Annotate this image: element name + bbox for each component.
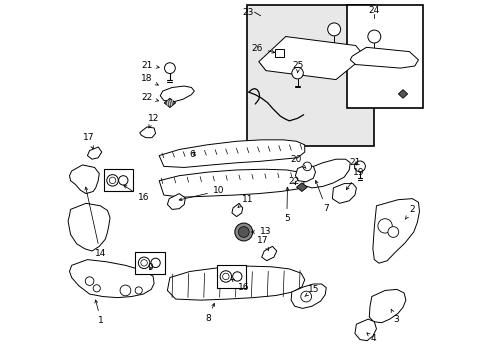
Polygon shape (231, 203, 242, 217)
Circle shape (377, 219, 391, 233)
Circle shape (387, 226, 398, 237)
Polygon shape (261, 246, 276, 261)
Text: 7: 7 (315, 180, 328, 213)
Circle shape (135, 287, 142, 294)
Text: 14: 14 (85, 187, 106, 258)
Text: 1: 1 (95, 300, 104, 325)
Polygon shape (354, 319, 376, 341)
Circle shape (291, 67, 303, 79)
Text: 6: 6 (189, 150, 195, 159)
Bar (247, 5, 373, 146)
Polygon shape (167, 266, 304, 300)
Text: 26: 26 (251, 44, 274, 53)
Text: 18: 18 (141, 75, 158, 85)
Polygon shape (303, 159, 349, 188)
Text: 20: 20 (290, 155, 305, 168)
Text: 25: 25 (292, 61, 304, 73)
Polygon shape (69, 260, 154, 298)
Bar (135, 252, 164, 274)
Text: 21: 21 (141, 61, 159, 70)
Polygon shape (332, 184, 356, 203)
Polygon shape (160, 86, 194, 102)
Polygon shape (140, 127, 155, 138)
Polygon shape (295, 165, 315, 182)
Circle shape (232, 272, 242, 281)
Text: 15: 15 (304, 285, 319, 297)
Circle shape (234, 223, 252, 241)
Circle shape (220, 271, 231, 282)
Polygon shape (372, 199, 419, 263)
Text: 8: 8 (204, 303, 214, 323)
Circle shape (222, 273, 228, 280)
Circle shape (327, 23, 340, 36)
Text: 24: 24 (368, 6, 379, 15)
Polygon shape (68, 203, 110, 251)
Circle shape (354, 161, 365, 172)
Polygon shape (167, 194, 185, 210)
Text: 22: 22 (288, 177, 299, 186)
Polygon shape (290, 284, 325, 309)
Bar (346, 5, 422, 108)
Polygon shape (159, 140, 304, 167)
Text: 9: 9 (147, 264, 153, 273)
Circle shape (119, 176, 128, 185)
Bar (104, 169, 133, 192)
Text: 2: 2 (405, 205, 414, 219)
Circle shape (151, 258, 160, 267)
Polygon shape (398, 90, 407, 98)
Circle shape (367, 30, 380, 43)
Polygon shape (69, 165, 99, 194)
Polygon shape (159, 169, 305, 197)
Bar (274, 49, 283, 57)
Circle shape (300, 291, 311, 302)
Text: 17: 17 (257, 237, 268, 251)
Circle shape (109, 177, 116, 184)
Text: 3: 3 (390, 309, 398, 324)
Polygon shape (164, 98, 175, 108)
Circle shape (120, 285, 131, 296)
Text: 11: 11 (238, 195, 253, 207)
Circle shape (303, 162, 311, 171)
Circle shape (106, 175, 118, 186)
Polygon shape (296, 183, 306, 192)
Text: 10: 10 (179, 186, 224, 201)
Circle shape (164, 63, 175, 73)
Text: 19: 19 (346, 168, 364, 190)
Bar (216, 265, 245, 288)
Text: 12: 12 (148, 114, 160, 128)
Circle shape (138, 257, 149, 269)
Polygon shape (87, 147, 102, 159)
Text: 22: 22 (141, 93, 158, 102)
Circle shape (85, 277, 94, 285)
Text: 16: 16 (123, 185, 149, 202)
Circle shape (238, 226, 249, 237)
Text: 23: 23 (242, 8, 253, 17)
Text: 13: 13 (251, 228, 270, 237)
Circle shape (141, 260, 147, 266)
Polygon shape (258, 37, 364, 80)
Text: 5: 5 (284, 187, 289, 223)
Circle shape (93, 285, 100, 292)
Text: 21: 21 (348, 158, 360, 167)
Polygon shape (349, 47, 418, 68)
Text: 16: 16 (231, 279, 249, 292)
Text: 17: 17 (82, 133, 94, 149)
Text: 4: 4 (366, 333, 375, 343)
Polygon shape (368, 289, 405, 323)
